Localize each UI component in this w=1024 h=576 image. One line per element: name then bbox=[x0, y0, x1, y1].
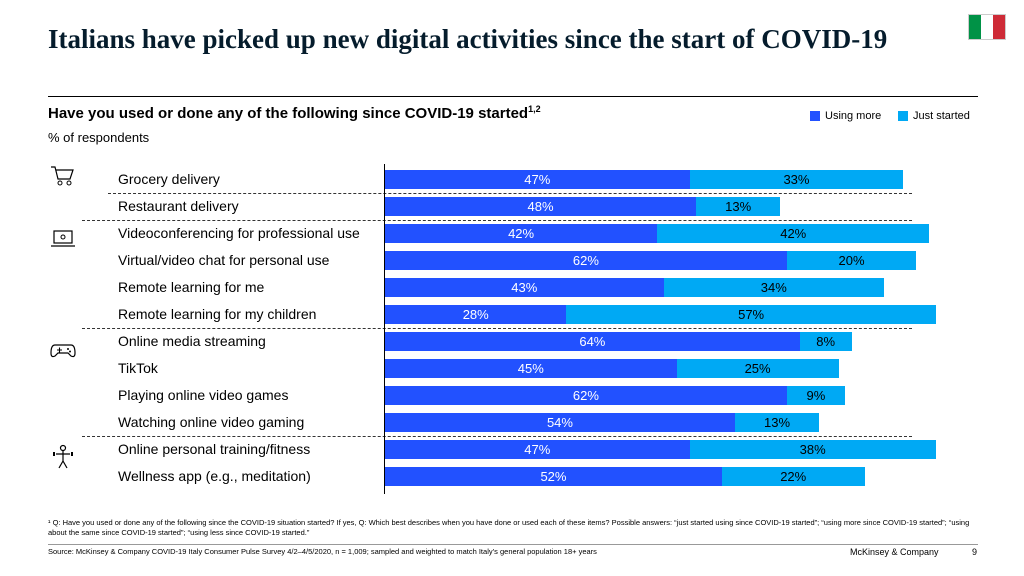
legend-swatch-using-more bbox=[810, 111, 820, 121]
category-label-videoconferencing-for-professional-use: Videoconferencing for professional use bbox=[118, 224, 360, 241]
chart-baseline bbox=[384, 164, 385, 494]
data-label: 42% bbox=[508, 225, 535, 241]
data-label: 42% bbox=[780, 225, 807, 241]
data-label: 20% bbox=[838, 252, 865, 268]
data-label: 8% bbox=[816, 333, 836, 349]
data-label: 64% bbox=[579, 333, 606, 349]
category-label-watching-online-video-gaming: Watching online video gaming bbox=[118, 413, 305, 430]
category-label-wellness-app-e-g-meditation: Wellness app (e.g., meditation) bbox=[118, 467, 311, 484]
subtitle-footnote-ref: 1,2 bbox=[528, 104, 541, 114]
legend-just-started: Just started bbox=[898, 110, 970, 122]
bar-using-more-playing-online-video-games: 62% bbox=[385, 385, 787, 405]
category-label-grocery-delivery: Grocery delivery bbox=[118, 170, 220, 187]
fitness-icon bbox=[53, 444, 73, 469]
gamepad-icon bbox=[50, 344, 76, 358]
category-label-tiktok: TikTok bbox=[118, 359, 158, 376]
data-label: 52% bbox=[540, 468, 567, 484]
flag-stripe-white bbox=[981, 15, 993, 39]
data-label: 9% bbox=[806, 387, 826, 403]
legend-swatch-just-started bbox=[898, 111, 908, 121]
laptop-icon bbox=[51, 230, 75, 247]
bar-just-started-watching-online-video-gaming: 13% bbox=[734, 412, 820, 432]
category-label-remote-learning-for-my-children: Remote learning for my children bbox=[118, 305, 317, 322]
category-label-playing-online-video-games: Playing online video games bbox=[118, 386, 289, 403]
data-label: 34% bbox=[760, 279, 787, 295]
category-label-online-personal-training-fitness: Online personal training/fitness bbox=[118, 440, 311, 457]
bar-using-more-virtual-video-chat-for-personal-use: 62% bbox=[385, 250, 787, 270]
bar-just-started-playing-online-video-games: 9% bbox=[786, 385, 846, 405]
brand-name: McKinsey & Company bbox=[850, 547, 939, 557]
data-label: 22% bbox=[780, 468, 807, 484]
bar-using-more-tiktok: 45% bbox=[385, 358, 677, 378]
page-title: Italians have picked up new digital acti… bbox=[48, 24, 888, 54]
row-separator bbox=[108, 192, 912, 194]
title-divider bbox=[48, 96, 978, 97]
category-label-online-media-streaming: Online media streaming bbox=[118, 332, 266, 349]
flag-stripe-green bbox=[969, 15, 981, 39]
page-number: 9 bbox=[972, 547, 978, 557]
category-label-remote-learning-for-me: Remote learning for me bbox=[118, 278, 265, 295]
bar-just-started-online-media-streaming: 8% bbox=[799, 331, 852, 351]
bar-just-started-virtual-video-chat-for-personal-use: 20% bbox=[786, 250, 917, 270]
unit-label: % of respondents bbox=[48, 130, 150, 145]
data-label: 48% bbox=[527, 198, 554, 214]
bar-using-more-wellness-app-e-g-meditation: 52% bbox=[385, 466, 722, 486]
chart-subtitle-text: Have you used or done any of the followi… bbox=[48, 105, 529, 122]
bar-just-started-remote-learning-for-my-children: 57% bbox=[566, 304, 936, 324]
footer-divider bbox=[48, 544, 978, 545]
data-label: 38% bbox=[799, 441, 826, 457]
group-separator bbox=[82, 327, 912, 329]
data-label: 13% bbox=[725, 198, 752, 214]
bar-using-more-watching-online-video-gaming: 54% bbox=[385, 412, 735, 432]
data-label: 43% bbox=[511, 279, 538, 295]
category-label-virtual-video-chat-for-personal-use: Virtual/video chat for personal use bbox=[118, 251, 330, 268]
bar-using-more-online-personal-training-fitness: 47% bbox=[385, 439, 690, 459]
flag-stripe-red bbox=[993, 15, 1005, 39]
bar-just-started-restaurant-delivery: 13% bbox=[696, 196, 781, 216]
data-label: 47% bbox=[524, 171, 551, 187]
data-label: 54% bbox=[546, 414, 573, 430]
bar-just-started-videoconferencing-for-professional-use: 42% bbox=[657, 223, 930, 243]
group-separator bbox=[82, 219, 912, 221]
data-label: 33% bbox=[783, 171, 810, 187]
italy-flag-icon bbox=[968, 14, 1006, 40]
shopping-cart-icon bbox=[51, 166, 74, 186]
bar-just-started-online-personal-training-fitness: 38% bbox=[689, 439, 936, 459]
bar-just-started-grocery-delivery: 33% bbox=[689, 169, 904, 189]
source-note: Source: McKinsey & Company COVID-19 Ital… bbox=[48, 547, 597, 556]
bar-using-more-online-media-streaming: 64% bbox=[385, 331, 800, 351]
bar-just-started-remote-learning-for-me: 34% bbox=[663, 277, 884, 297]
chart-subtitle: Have you used or done any of the followi… bbox=[48, 104, 541, 122]
group-separator bbox=[82, 435, 912, 437]
bar-using-more-restaurant-delivery: 48% bbox=[385, 196, 697, 216]
category-label-restaurant-delivery: Restaurant delivery bbox=[118, 197, 239, 214]
data-label: 45% bbox=[517, 360, 544, 376]
bar-just-started-wellness-app-e-g-meditation: 22% bbox=[721, 466, 865, 486]
bar-using-more-grocery-delivery: 47% bbox=[385, 169, 690, 189]
data-label: 28% bbox=[462, 306, 489, 322]
footnote: ¹ Q: Have you used or done any of the fo… bbox=[48, 518, 970, 537]
data-label: 13% bbox=[764, 414, 791, 430]
bar-using-more-videoconferencing-for-professional-use: 42% bbox=[385, 223, 658, 243]
bar-using-more-remote-learning-for-me: 43% bbox=[385, 277, 664, 297]
legend-using-more: Using more bbox=[810, 110, 881, 122]
data-label: 62% bbox=[572, 387, 599, 403]
data-label: 62% bbox=[572, 252, 599, 268]
bar-using-more-remote-learning-for-my-children: 28% bbox=[385, 304, 567, 324]
bar-just-started-tiktok: 25% bbox=[676, 358, 839, 378]
data-label: 57% bbox=[738, 306, 765, 322]
legend-label-just-started: Just started bbox=[913, 110, 970, 122]
data-label: 47% bbox=[524, 441, 551, 457]
data-label: 25% bbox=[744, 360, 771, 376]
legend-label-using-more: Using more bbox=[825, 110, 882, 122]
